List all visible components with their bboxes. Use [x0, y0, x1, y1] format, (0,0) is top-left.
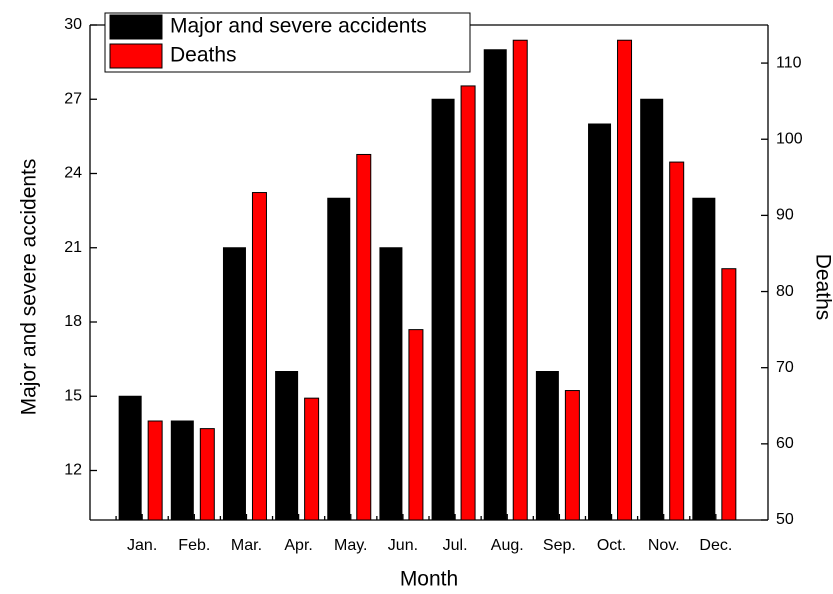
bar [356, 153, 372, 521]
bar [692, 197, 716, 521]
y-tick-label: 24 [64, 165, 82, 182]
bar [327, 197, 351, 521]
x-tick-label: Jul. [443, 537, 468, 554]
legend-box [104, 12, 471, 73]
y-tick-label: 21 [64, 239, 82, 256]
x-tick-label: Jun. [388, 537, 418, 554]
bar [199, 428, 215, 521]
y2-tick-label: 100 [776, 130, 803, 147]
y-tick-label: 18 [64, 313, 82, 330]
y2-tick-label: 50 [776, 511, 794, 528]
legend-label: Deaths [170, 44, 237, 67]
bar [483, 49, 507, 521]
y2-tick-label: 70 [776, 359, 794, 376]
y2-tick-label: 80 [776, 283, 794, 300]
bar [251, 192, 267, 521]
bar [512, 39, 528, 521]
y-tick-label: 12 [64, 462, 82, 479]
legend-swatch [109, 43, 163, 69]
x-tick-label: May. [334, 537, 367, 554]
y2-tick-label: 90 [776, 207, 794, 224]
bar [304, 397, 320, 521]
bar [147, 420, 163, 521]
bar [669, 161, 685, 521]
bar [431, 98, 455, 521]
y-tick-label: 30 [64, 16, 82, 33]
x-tick-label: Dec. [699, 537, 732, 554]
bar [564, 390, 580, 521]
x-tick-label: Sep. [543, 537, 576, 554]
x-tick-label: Aug. [491, 537, 524, 554]
bar [721, 268, 737, 521]
y2-tick-label: 60 [776, 435, 794, 452]
x-tick-label: Mar. [231, 537, 262, 554]
x-axis-label: Month [400, 568, 458, 591]
bar [379, 247, 403, 521]
x-tick-label: Jan. [127, 537, 157, 554]
y2-tick-label: 110 [776, 54, 802, 71]
bar [170, 420, 194, 521]
bar [617, 39, 633, 521]
y2-axis-label: Deaths [811, 254, 833, 321]
y-tick-label: 15 [64, 387, 82, 404]
bar [640, 98, 664, 521]
x-tick-label: Oct. [597, 537, 626, 554]
legend-label: Major and severe accidents [170, 15, 427, 38]
bar [535, 371, 559, 521]
bar [275, 371, 299, 521]
legend-swatch [109, 14, 163, 40]
x-tick-label: Nov. [648, 537, 680, 554]
bar [588, 123, 612, 521]
x-tick-label: Apr. [284, 537, 312, 554]
y-axis-label: Major and severe accidents [18, 159, 41, 416]
bar [408, 329, 424, 521]
bar [222, 247, 246, 521]
y-tick-label: 27 [64, 90, 82, 107]
bar [118, 395, 142, 521]
bar [460, 85, 476, 521]
x-tick-label: Feb. [178, 537, 210, 554]
